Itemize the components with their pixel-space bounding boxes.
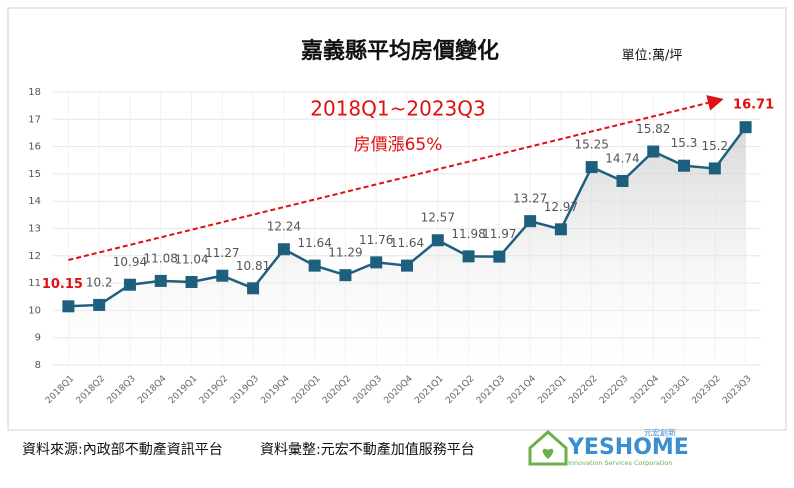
data-label: 10.2 [86, 275, 113, 289]
y-tick-label: 11 [28, 278, 41, 289]
marker [185, 276, 198, 289]
marker [462, 250, 475, 263]
data-label: 10.15 [42, 277, 83, 292]
marker [647, 145, 660, 158]
y-tick-label: 8 [35, 360, 41, 371]
data-label: 11.29 [328, 246, 362, 260]
data-label: 12.97 [544, 200, 578, 214]
y-tick-label: 9 [35, 333, 41, 344]
data-label: 11.98 [451, 227, 485, 241]
marker [401, 259, 413, 272]
area [68, 127, 746, 365]
data-label: 11.97 [482, 227, 516, 241]
marker [277, 243, 290, 256]
marker [678, 159, 691, 172]
unit-label: 單位:萬/坪 [622, 49, 683, 64]
data-label: 10.81 [236, 259, 270, 273]
y-tick-label: 13 [28, 224, 41, 235]
marker [216, 269, 229, 282]
annotation: 房價漲65% [354, 135, 443, 155]
logo-tag: 元宏創新 [644, 428, 676, 438]
marker [339, 269, 352, 282]
marker [585, 161, 598, 174]
data-label: 15.3 [671, 136, 698, 150]
logo-heart [542, 448, 554, 459]
y-tick-label: 17 [28, 114, 41, 125]
data-label: 15.25 [575, 138, 609, 152]
marker [123, 278, 136, 291]
data-label: 11.64 [297, 236, 331, 250]
data-label: 11.64 [390, 236, 424, 250]
logo-sub: Innovation Services Corporation [568, 459, 672, 467]
y-tick-label: 12 [28, 251, 41, 262]
y-tick-label: 18 [28, 87, 41, 98]
data-label: 12.57 [421, 211, 455, 225]
marker [93, 298, 106, 311]
data-label: 15.2 [701, 139, 728, 153]
footer-source: 資料來源:內政部不動產資訊平台 [22, 441, 223, 458]
logo: YESHOME 元宏創新 Innovation Services Corpora… [528, 428, 689, 467]
marker [739, 121, 752, 134]
data-label: 12.24 [267, 220, 301, 234]
marker [493, 250, 506, 263]
marker [554, 223, 567, 236]
data-label: 10.94 [113, 255, 147, 269]
data-label: 11.04 [174, 253, 208, 267]
footer-compiled: 資料彙整:元宏不動產加值服務平台 [260, 441, 475, 458]
chart-title: 嘉義縣平均房價變化 [301, 38, 499, 64]
y-tick-label: 15 [28, 169, 41, 180]
logo-name: YESHOME [567, 435, 689, 460]
marker [524, 215, 537, 228]
marker [62, 300, 75, 313]
marker [616, 174, 629, 187]
data-label: 15.82 [636, 122, 670, 136]
y-tick-label: 16 [28, 142, 41, 153]
data-label: 11.08 [144, 251, 178, 265]
logo-icon [528, 429, 568, 466]
marker [308, 259, 321, 272]
marker [154, 274, 167, 287]
marker [708, 162, 721, 175]
marker [370, 256, 383, 269]
marker [431, 234, 444, 247]
annotation: 2018Q1~2023Q3 [310, 97, 486, 121]
data-label: 11.76 [359, 233, 393, 247]
marker [247, 282, 260, 295]
data-label: 13.27 [513, 192, 547, 206]
data-label: 14.74 [605, 151, 639, 165]
data-label: 11.27 [205, 246, 239, 260]
y-tick-label: 14 [28, 196, 41, 207]
y-tick-label: 10 [28, 305, 41, 316]
data-label: 16.71 [733, 98, 774, 113]
